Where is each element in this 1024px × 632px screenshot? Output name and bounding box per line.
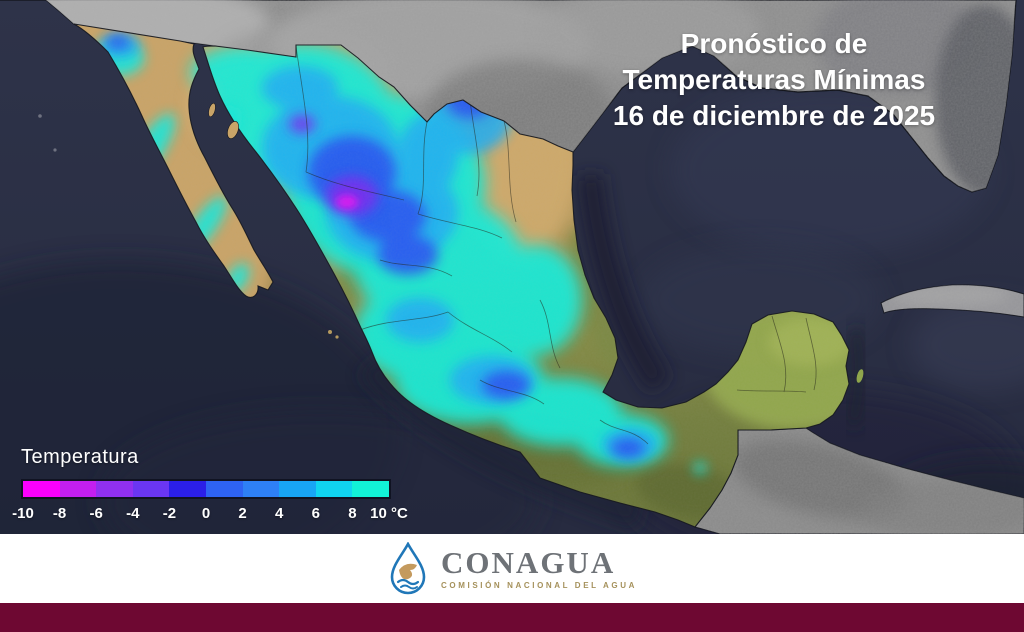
footer-bar: CONAGUA COMISIÓN NACIONAL DEL AGUA — [0, 534, 1024, 603]
cozumel-island — [856, 369, 864, 383]
title-line-1: Pronóstico de — [680, 28, 868, 59]
legend-title: Temperatura — [21, 446, 139, 468]
legend-tick: 2 — [238, 505, 247, 522]
map-title: Pronóstico de Temperaturas Mínimas 16 de… — [588, 26, 960, 134]
legend-color-segment — [352, 481, 389, 497]
legend-color-segment — [279, 481, 316, 497]
bottom-accent-strip — [0, 603, 1024, 632]
legend-color-segment — [242, 481, 280, 497]
legend-color-segment — [23, 481, 60, 497]
org-subtitle: COMISIÓN NACIONAL DEL AGUA — [441, 580, 637, 590]
legend-color-segment — [96, 481, 133, 497]
islands — [38, 102, 864, 383]
legend-tick-labels: -10 -8 -6 -4 -2 0 2 4 6 8 10 °C — [12, 505, 408, 525]
gulf-shelf-shadow — [577, 173, 671, 393]
legend-tick: -10 — [12, 505, 34, 522]
legend-tick: 10 °C — [370, 505, 408, 522]
legend-tick: -4 — [126, 505, 140, 522]
legend-tick: -8 — [52, 505, 67, 522]
legend-color-segment — [132, 481, 170, 497]
legend-tick: -2 — [162, 505, 177, 522]
legend-color-segment — [169, 481, 206, 497]
legend-tick: -6 — [89, 505, 103, 522]
temperature-legend: Temperatura -10 -8 -6 -4 -2 0 2 4 6 8 10 °C — [12, 446, 441, 525]
legend-tick: 4 — [275, 505, 284, 522]
org-name: CONAGUA — [441, 544, 616, 580]
legend-tick: 8 — [348, 505, 357, 522]
title-line-3: 16 de diciembre de 2025 — [612, 100, 936, 131]
isla-tiburon — [227, 121, 239, 139]
water-drop-icon — [390, 541, 426, 594]
logo-text: CONAGUA COMISIÓN NACIONAL DEL AGUA — [441, 544, 637, 590]
eagle-glyph — [399, 563, 418, 579]
mexico-temperature-map — [0, 0, 1024, 534]
legend-tick: 0 — [201, 505, 211, 522]
legend-color-bar — [21, 479, 391, 499]
legend-color-segment — [59, 481, 97, 497]
title-line-2: Temperaturas Mínimas — [622, 64, 926, 95]
legend-tick: 6 — [311, 505, 320, 522]
map-area: Pronóstico de Temperaturas Mínimas 16 de… — [0, 0, 1024, 534]
legend-color-segment — [315, 481, 353, 497]
conagua-logo: CONAGUA COMISIÓN NACIONAL DEL AGUA — [387, 541, 637, 596]
legend-color-segment — [205, 481, 243, 497]
